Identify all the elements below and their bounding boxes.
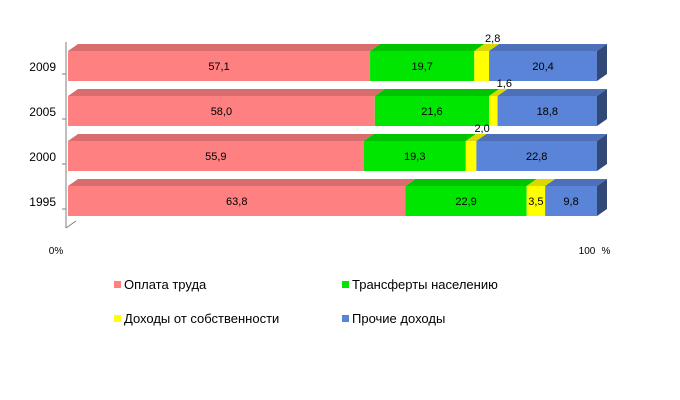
legend-swatch-0	[114, 281, 121, 288]
legend-swatch-2	[114, 315, 121, 322]
bar-top-2005-0	[68, 89, 385, 96]
data-label-2000-0: 55,9	[205, 151, 226, 163]
bar-segment-2005-0	[68, 96, 375, 126]
bar-segment-2005-1	[374, 96, 490, 126]
bar-segment-1995-3	[545, 186, 597, 216]
chart-axes: 2009 2005 2000 1995 0% 100%	[29, 42, 611, 257]
bar-segment-2000-2	[465, 141, 477, 171]
bar-top-2000-1	[363, 134, 476, 141]
data-label-2009-1: 19,7	[411, 61, 432, 73]
bar-row-1995: 63,8 22,9 3,5 9,8	[68, 179, 607, 216]
data-label-1995-0: 63,8	[226, 196, 247, 208]
data-label-1995-1: 22,9	[455, 196, 476, 208]
legend-label-3: Прочие доходы	[352, 311, 445, 326]
bar-top-2000-0	[68, 134, 374, 141]
bar-top-2005-3	[497, 89, 607, 96]
bar-side-2000	[597, 134, 607, 171]
data-label-2005-3: 18,8	[537, 106, 558, 118]
bar-row-2005: 58,0 21,6 1,6 18,8	[68, 78, 607, 126]
bar-segment-1995-1	[405, 186, 527, 216]
bar-segment-2009-3	[489, 51, 597, 81]
bar-segment-2009-2	[474, 51, 490, 81]
x-tick-label-0: 0%	[49, 246, 64, 257]
data-label-2000-3: 22,8	[526, 151, 547, 163]
bar-top-2009-1	[370, 44, 485, 51]
x-axis-unit-label: %	[602, 246, 611, 257]
bar-segment-1995-0	[68, 186, 406, 216]
bar-top-2005-1	[374, 89, 500, 96]
bar-side-2005	[597, 89, 607, 126]
bar-top-1995-1	[405, 179, 537, 186]
bar-segment-2000-0	[68, 141, 364, 171]
bar-segment-2005-3	[497, 96, 597, 126]
y-tick-label-2009: 2009	[29, 60, 56, 74]
bar-top-2009-3	[489, 44, 607, 51]
bar-segment-2009-1	[370, 51, 475, 81]
bar-top-2000-2	[465, 134, 487, 141]
bar-top-2000-3	[476, 134, 607, 141]
bar-segment-2005-2	[489, 96, 498, 126]
bar-side-2009	[597, 44, 607, 81]
bar-row-2009: 57,1 19,7 2,8 20,4	[68, 33, 607, 81]
data-label-1995-2: 3,5	[528, 196, 543, 208]
bar-segment-2000-1	[363, 141, 466, 171]
data-label-2005-1: 21,6	[421, 106, 442, 118]
legend-label-1: Трансферты населению	[352, 277, 498, 292]
bar-segment-2009-0	[68, 51, 371, 81]
y-tick-label-2005: 2005	[29, 105, 56, 119]
bar-top-2009-2	[474, 44, 500, 51]
bar-top-1995-0	[68, 179, 416, 186]
legend-label-0: Оплата труда	[124, 277, 207, 292]
x-tick-label-100: 100	[579, 246, 596, 257]
y-tick-label-1995: 1995	[29, 195, 56, 209]
legend-label-2: Доходы от собственности	[124, 311, 279, 326]
y-tick-label-2000: 2000	[29, 150, 56, 164]
data-label-2005-0: 58,0	[211, 106, 232, 118]
chart-legend: Оплата труда Трансферты населению Доходы о…	[114, 277, 498, 326]
chart-bars: 57,1 19,7 2,8 20,4 58,0 21,6 1,6 18,8 55,9 19,3 2,…	[68, 33, 607, 216]
legend-swatch-3	[342, 315, 349, 322]
bar-segment-1995-2	[526, 186, 546, 216]
data-label-2009-3: 20,4	[532, 61, 553, 73]
y-axis-depth-line	[65, 220, 77, 229]
bar-top-1995-3	[545, 179, 607, 186]
data-label-2005-2: 1,6	[497, 78, 512, 90]
bar-top-2009-0	[68, 44, 381, 51]
bar-row-2000: 55,9 19,3 2,0 22,8	[68, 123, 607, 171]
data-label-1995-3: 9,8	[563, 196, 578, 208]
bar-segment-2000-3	[476, 141, 597, 171]
data-label-2009-2: 2,8	[485, 33, 500, 45]
bar-side-1995	[597, 179, 607, 216]
data-label-2000-1: 19,3	[404, 151, 425, 163]
data-label-2009-0: 57,1	[208, 61, 229, 73]
bar-top-2005-2	[489, 89, 508, 96]
data-label-2000-2: 2,0	[474, 123, 489, 135]
legend-swatch-1	[342, 281, 349, 288]
bar-top-1995-2	[526, 179, 556, 186]
